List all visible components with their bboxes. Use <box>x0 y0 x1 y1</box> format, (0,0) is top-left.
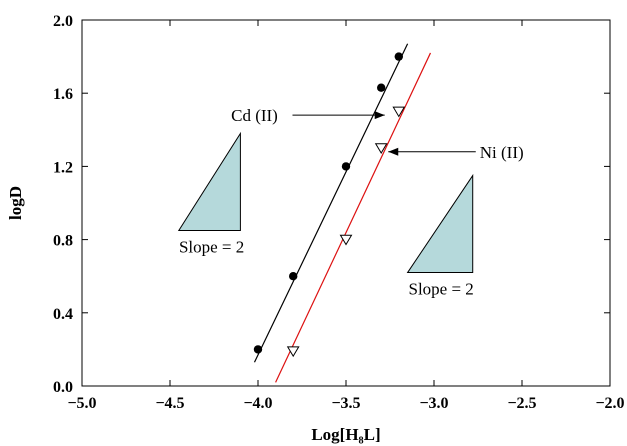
data-point-1 <box>341 162 351 171</box>
slope-triangle-2 <box>406 173 474 274</box>
x-axis-label: Log[H₈L] <box>311 425 380 444</box>
y-tick-label: 0.4 <box>53 306 73 323</box>
x-tick-label: −2.0 <box>595 395 624 412</box>
data-point-1 <box>394 52 403 61</box>
slope-label-2: Slope = 2 <box>409 280 474 299</box>
annotation-label-1: Cd (II) <box>231 106 278 125</box>
y-tick-label: 1.6 <box>53 86 73 103</box>
x-tick-label: −2.5 <box>507 395 536 412</box>
y-tick-label: 1.2 <box>53 159 73 176</box>
data-point-2 <box>339 234 353 246</box>
axis-ticks: −5.0 −4.5 −4.0 −3.5 −3.0 −2.5 −2.0 0.0 0.4 0.8 1.2… <box>53 13 625 412</box>
x-tick-label: −4.0 <box>243 395 272 412</box>
data-point-2 <box>392 106 406 118</box>
fit-line-2 <box>275 52 432 383</box>
data-points <box>253 52 406 358</box>
y-tick-label: 0.0 <box>53 379 73 396</box>
fit-line-1 <box>253 43 409 363</box>
data-point-1 <box>253 345 263 354</box>
y-tick-label: 2.0 <box>53 13 73 30</box>
x-tick-label: −3.5 <box>331 395 360 412</box>
x-tick-label: −4.5 <box>155 395 184 412</box>
data-point-2 <box>286 346 300 358</box>
y-axis-label: logD <box>6 186 25 220</box>
data-point-1 <box>377 83 386 92</box>
y-tick-label: 0.8 <box>53 233 73 250</box>
data-point-2 <box>374 143 388 155</box>
annotation-arrowhead-2 <box>388 147 399 156</box>
annotation-label-2: Ni (II) <box>480 143 524 162</box>
fit-lines <box>253 43 432 383</box>
slope-triangles: Slope = 2 Slope = 2 <box>177 131 474 299</box>
plot-frame <box>81 19 611 387</box>
slope-triangle-1 <box>177 131 241 231</box>
annotations: Cd (II) Ni (II) <box>231 106 524 162</box>
annotation-arrowhead-1 <box>374 111 385 120</box>
slope-label-1: Slope = 2 <box>179 237 244 256</box>
x-tick-label: −5.0 <box>67 395 96 412</box>
x-tick-label: −3.0 <box>419 395 448 412</box>
data-point-1 <box>289 272 298 281</box>
